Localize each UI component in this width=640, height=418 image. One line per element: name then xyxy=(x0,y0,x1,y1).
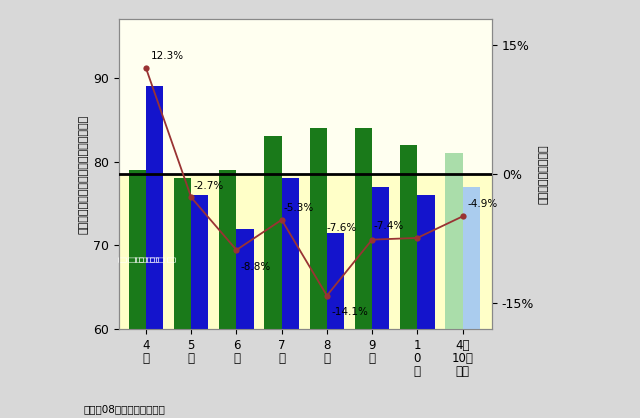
Bar xyxy=(236,229,253,418)
Text: （注）08年１０月は速報値: （注）08年１０月は速報値 xyxy=(83,404,165,414)
Bar xyxy=(119,19,492,174)
Bar xyxy=(372,187,389,418)
Text: -4.9%: -4.9% xyxy=(467,199,497,209)
Bar xyxy=(400,145,417,418)
Text: -8.8%: -8.8% xyxy=(241,262,271,272)
Text: -5.3%: -5.3% xyxy=(284,203,314,213)
Text: -14.1%: -14.1% xyxy=(332,307,368,317)
Text: -2.7%: -2.7% xyxy=(193,181,224,191)
Bar xyxy=(129,170,146,418)
Bar xyxy=(327,233,344,418)
Y-axis label: ０８年の前年同期比: ０８年の前年同期比 xyxy=(538,144,548,204)
Bar xyxy=(174,178,191,418)
Bar xyxy=(355,128,372,418)
Text: ０
７
年
度: ０ ７ 年 度 xyxy=(116,256,159,262)
Bar xyxy=(282,178,299,418)
Text: 12.3%: 12.3% xyxy=(150,51,184,61)
Y-axis label: ガソリンと軽油の販売量（１０万ｋｌ）: ガソリンと軽油の販売量（１０万ｋｌ） xyxy=(79,115,89,234)
Bar xyxy=(146,86,163,418)
Text: -7.4%: -7.4% xyxy=(374,221,404,231)
Text: ０
８
年
度: ０ ８ 年 度 xyxy=(133,256,176,262)
Bar xyxy=(463,187,480,418)
Bar xyxy=(445,153,463,418)
Bar xyxy=(310,128,327,418)
Text: -7.6%: -7.6% xyxy=(326,223,356,233)
Bar xyxy=(191,195,209,418)
Bar xyxy=(220,170,236,418)
Bar xyxy=(417,195,435,418)
Bar xyxy=(264,137,282,418)
